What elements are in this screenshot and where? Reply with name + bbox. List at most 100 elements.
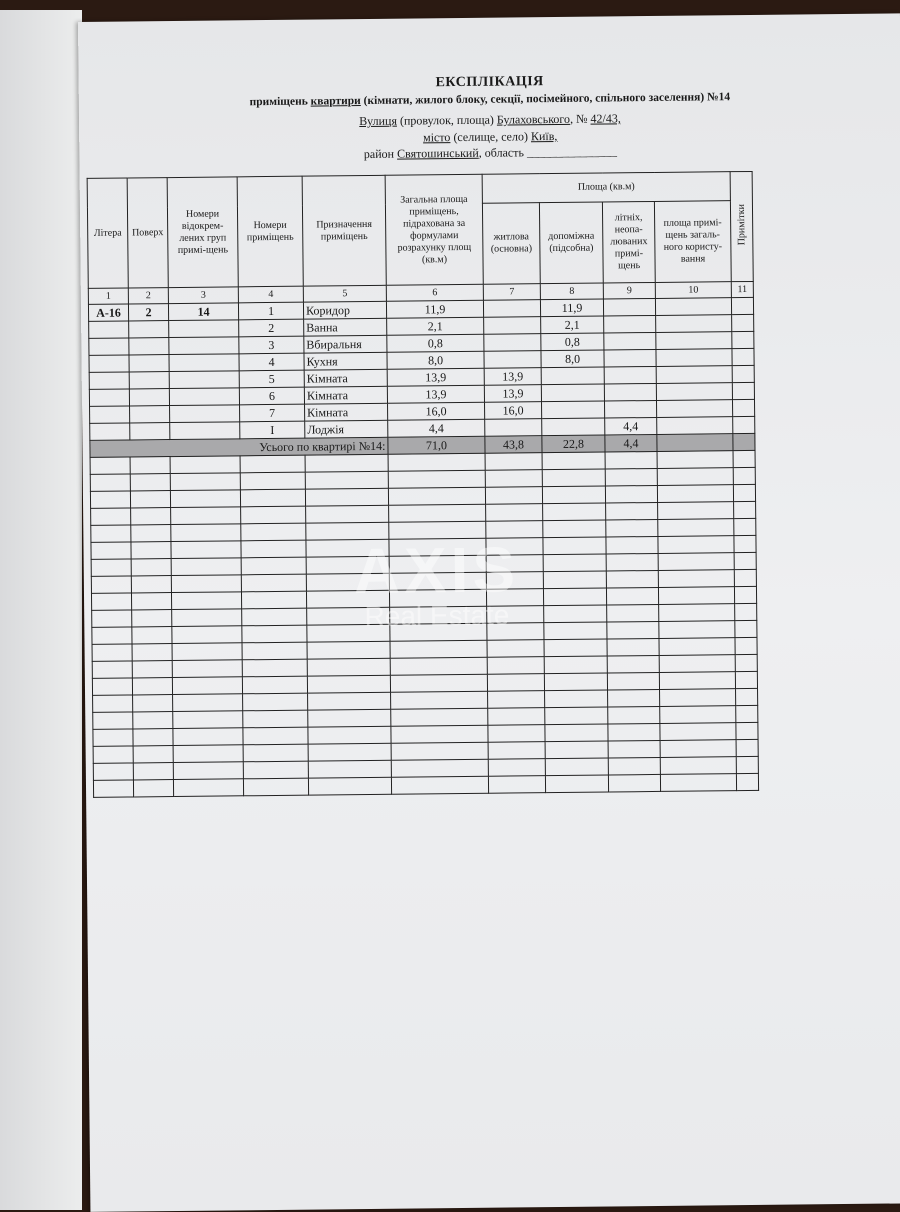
- empty-cell: [133, 762, 174, 780]
- empty-cell: [130, 473, 171, 491]
- table-cell: [88, 320, 129, 339]
- empty-cell: [243, 778, 309, 796]
- empty-cell: [306, 624, 391, 643]
- empty-cell: [240, 523, 306, 541]
- empty-cell: [486, 554, 544, 573]
- empty-cell: [240, 472, 306, 490]
- empty-cell: [543, 621, 607, 640]
- empty-cell: [544, 689, 608, 708]
- empty-cell: [133, 779, 174, 797]
- empty-cell: [733, 467, 756, 485]
- empty-cell: [307, 726, 392, 745]
- table-cell: 8,0: [386, 351, 485, 370]
- table-cell: Кімната: [304, 369, 388, 388]
- empty-cell: [735, 722, 759, 740]
- table-cell: [89, 371, 130, 390]
- empty-cell: [735, 671, 758, 689]
- column-header: житлова (основна): [482, 202, 541, 285]
- table-cell: [604, 366, 657, 385]
- empty-cell: [242, 727, 309, 745]
- table-cell: [484, 418, 542, 437]
- table-cell: [88, 337, 129, 356]
- empty-cell: [241, 591, 307, 609]
- empty-cell: [735, 654, 758, 672]
- empty-cell: [485, 537, 544, 556]
- empty-cell: [542, 536, 607, 555]
- table-cell: [656, 382, 733, 401]
- empty-cell: [92, 677, 133, 696]
- table-cell: 5: [239, 370, 305, 388]
- empty-cell: [660, 773, 737, 792]
- empty-cell: [390, 674, 488, 693]
- empty-cell: [388, 521, 486, 540]
- empty-cell: [170, 523, 241, 542]
- empty-cell: [93, 745, 134, 764]
- empty-cell: [388, 504, 486, 523]
- empty-cell: [658, 620, 735, 639]
- table-cell: [168, 319, 239, 338]
- empty-cell: [657, 467, 734, 486]
- empty-cell: [390, 657, 488, 676]
- empty-cell: [734, 637, 758, 655]
- empty-cell: [545, 757, 609, 776]
- table-cell: Ванна: [303, 318, 387, 337]
- empty-cell: [305, 454, 389, 473]
- empty-cell: [131, 592, 172, 610]
- table-cell: [541, 418, 605, 436]
- column-header: Номери відокрем-лених груп примі-щень: [167, 176, 239, 288]
- table-cell: [656, 416, 733, 435]
- table-cell: [483, 316, 541, 335]
- empty-cell: [605, 502, 658, 521]
- column-number: 5: [303, 285, 387, 303]
- table-cell: [483, 333, 541, 352]
- empty-cell: [545, 774, 609, 793]
- empty-cell: [306, 607, 390, 626]
- empty-cell: [608, 757, 661, 775]
- column-header-label: Загальна площа приміщень, підрахована за…: [397, 193, 472, 265]
- empty-cell: [305, 471, 389, 490]
- column-header-label: Номери приміщень: [246, 219, 294, 243]
- empty-cell: [608, 740, 661, 758]
- table-cell: [89, 422, 130, 441]
- empty-cell: [170, 489, 241, 508]
- empty-cell: [543, 553, 607, 572]
- empty-cell: [241, 557, 307, 575]
- table-cell: 7: [239, 404, 305, 422]
- empty-cell: [171, 557, 242, 576]
- empty-cell: [171, 574, 242, 593]
- column-header-label: Примітки: [735, 203, 747, 246]
- table-cell: 13,9: [484, 384, 542, 403]
- empty-cell: [90, 456, 131, 475]
- empty-cell: [308, 777, 392, 796]
- table-cell: [655, 314, 732, 333]
- empty-cell: [90, 490, 131, 509]
- empty-cell: [241, 574, 307, 592]
- empty-cell: [543, 587, 607, 606]
- empty-cell: [307, 675, 391, 694]
- table-cell: 2,1: [386, 317, 484, 336]
- empty-cell: [305, 539, 390, 558]
- empty-cell: [607, 672, 660, 690]
- empty-cell: [485, 469, 543, 488]
- table-cell: [168, 353, 240, 372]
- empty-cell: [544, 706, 608, 725]
- empty-cell: [132, 694, 173, 712]
- table-cell: 2,1: [540, 316, 604, 334]
- empty-cell: [660, 756, 737, 775]
- empty-cell: [305, 522, 389, 541]
- empty-cell: [605, 485, 658, 504]
- total-value: [732, 433, 756, 451]
- empty-cell: [606, 587, 659, 605]
- table-cell: 0,8: [540, 333, 604, 351]
- empty-cell: [487, 673, 545, 692]
- empty-cell: [544, 723, 609, 742]
- table-cell: [603, 315, 656, 334]
- total-value: 43,8: [484, 435, 543, 454]
- empty-cell: [306, 590, 390, 609]
- empty-cell: [658, 569, 735, 588]
- empty-cell: [389, 589, 487, 608]
- empty-cell: [91, 575, 132, 594]
- empty-cell: [90, 507, 131, 526]
- table-cell: [603, 298, 656, 317]
- empty-cell: [605, 536, 659, 554]
